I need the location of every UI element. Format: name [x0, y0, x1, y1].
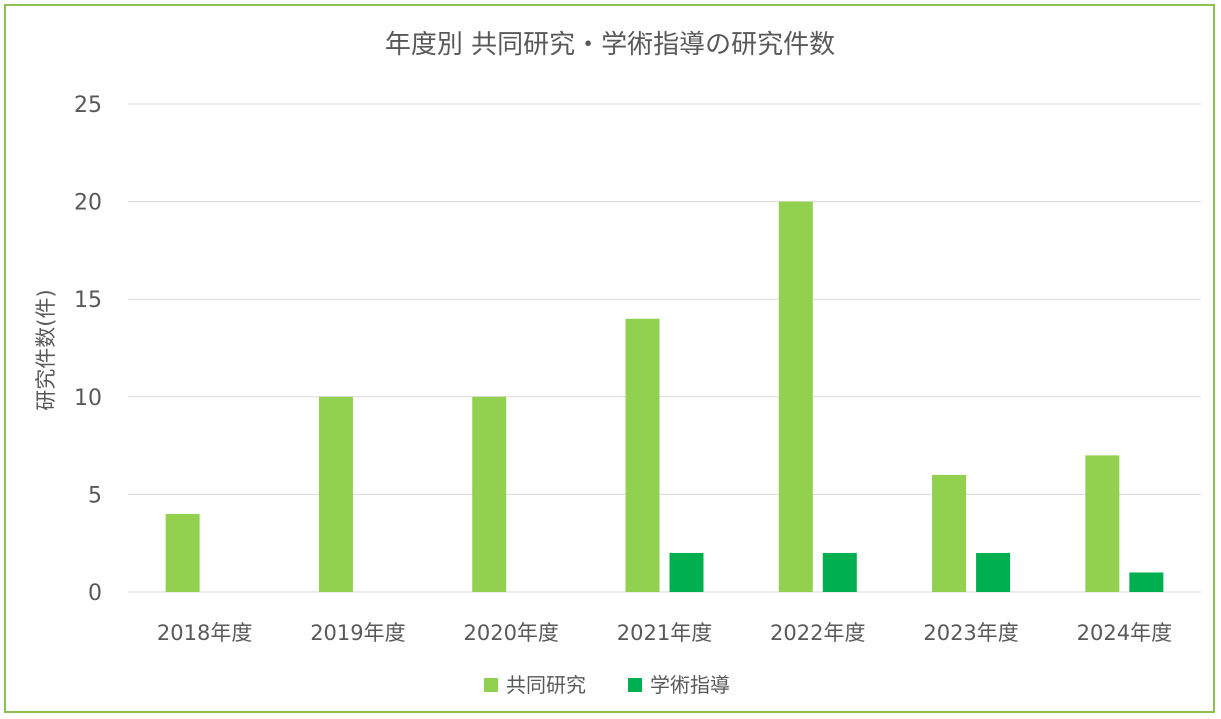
x-tick-label: 2022年度	[770, 621, 865, 645]
gridlines	[128, 103, 1201, 593]
bar-academic-guidance	[669, 552, 704, 592]
x-tick-label: 2024年度	[1077, 621, 1172, 645]
bar-joint-research	[1085, 455, 1120, 592]
bar-joint-research	[932, 474, 967, 592]
x-axis-ticks: 2018年度 2019年度 2020年度 2021年度 2022年度 2023年度 2024…	[157, 621, 1172, 645]
y-axis-ticks: 0 5 10 15 20 25	[74, 93, 102, 606]
bar-joint-research	[778, 201, 813, 592]
x-tick-label: 2020年度	[463, 621, 558, 645]
bar-academic-guidance	[822, 552, 857, 592]
y-tick-label: 0	[88, 581, 102, 606]
chart-title: 年度別 共同研究・学術指導の研究件数	[385, 30, 835, 60]
bar-academic-guidance	[1129, 572, 1164, 592]
bar-joint-research	[472, 396, 507, 592]
x-tick-label: 2019年度	[310, 621, 405, 645]
bar-joint-research	[625, 318, 660, 592]
bar-joint-research	[165, 513, 200, 592]
x-tick-label: 2021年度	[617, 621, 712, 645]
bar-joint-research	[318, 396, 353, 592]
legend-swatch	[484, 678, 498, 692]
legend-label: 学術指導	[650, 673, 730, 697]
x-tick-label: 2018年度	[157, 621, 252, 645]
legend: 共同研究 学術指導	[484, 673, 730, 697]
y-axis-label: 研究件数(件)	[34, 289, 58, 410]
legend-label: 共同研究	[506, 673, 586, 697]
bar-academic-guidance	[976, 552, 1011, 592]
bars	[165, 201, 1164, 592]
y-tick-label: 20	[74, 191, 102, 216]
legend-swatch	[628, 678, 642, 692]
y-tick-label: 25	[74, 93, 102, 118]
y-tick-label: 15	[74, 288, 102, 313]
y-tick-label: 10	[74, 386, 102, 411]
y-tick-label: 5	[88, 483, 102, 508]
x-tick-label: 2023年度	[923, 621, 1018, 645]
chart-frame	[4, 4, 1215, 713]
